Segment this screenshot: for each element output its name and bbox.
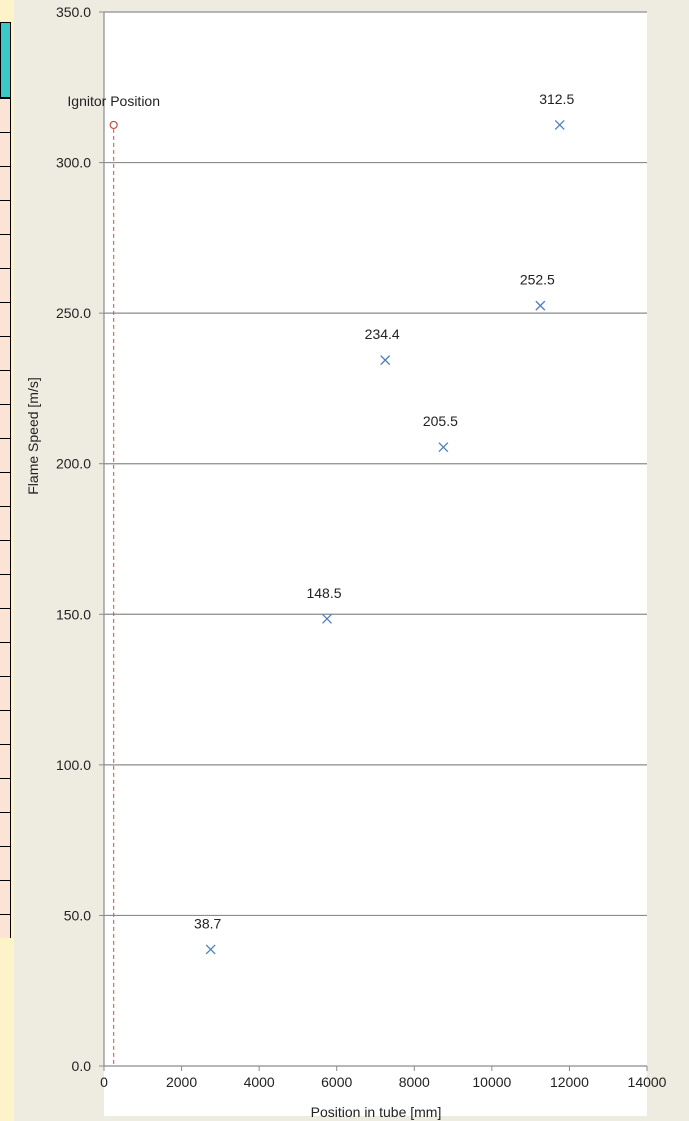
y-tick-label: 200.0 <box>56 456 91 472</box>
point-marker-stroke <box>380 355 391 366</box>
data-point: 148.5 <box>306 585 342 624</box>
x-tick-labels: 0 2000 4000 6000 8000 10000 12000 14000 <box>100 1074 667 1090</box>
cell-border <box>0 132 11 133</box>
cell-border <box>0 472 11 473</box>
data-point: 234.4 <box>365 326 400 366</box>
x-tick-label: 2000 <box>166 1074 197 1090</box>
cell-border <box>0 676 11 677</box>
data-label: 205.5 <box>423 413 458 429</box>
x-axis-title: Position in tube [mm] <box>311 1104 442 1120</box>
cell-border <box>0 506 11 507</box>
cell-border <box>0 370 11 371</box>
point-marker-stroke <box>322 613 332 624</box>
x-tick-label: 10000 <box>472 1074 511 1090</box>
x-tick-label: 8000 <box>399 1074 430 1090</box>
data-point: 252.5 <box>520 272 555 311</box>
axes <box>99 11 648 1071</box>
cell-border <box>0 166 11 167</box>
x-tick-label: 0 <box>100 1074 108 1090</box>
cell-border <box>0 710 11 711</box>
cell-border <box>0 778 11 779</box>
cell-border <box>0 642 11 643</box>
y-tick-label: 300.0 <box>56 155 91 171</box>
y-tick-label: 250.0 <box>56 305 91 321</box>
ignitor-annotation: Ignitor Position <box>67 93 160 1066</box>
x-tick-label: 4000 <box>244 1074 275 1090</box>
data-label: 38.7 <box>194 915 221 931</box>
data-label: 252.5 <box>520 272 555 288</box>
y-axis-title: Flame Speed [m/s] <box>25 377 41 495</box>
point-marker-stroke <box>438 442 449 453</box>
data-label: 234.4 <box>365 326 400 342</box>
point-marker-stroke <box>205 944 216 955</box>
spreadsheet-column-strip <box>0 0 15 1121</box>
data-point: 38.7 <box>194 915 221 955</box>
cell-border <box>0 438 11 439</box>
cell-border <box>0 200 11 201</box>
x-tick-label: 12000 <box>550 1074 589 1090</box>
x-tick-label: 6000 <box>321 1074 352 1090</box>
cell-border <box>0 302 11 303</box>
x-tick-label: 14000 <box>628 1074 667 1090</box>
point-marker-stroke <box>535 300 546 311</box>
selected-cell-block <box>0 22 11 98</box>
y-tick-label: 50.0 <box>64 907 91 923</box>
y-tick-label: 150.0 <box>56 606 91 622</box>
data-point: 205.5 <box>423 413 458 453</box>
cell-column <box>0 98 11 938</box>
data-label: 312.5 <box>539 91 574 107</box>
cell-border <box>0 404 11 405</box>
point-marker-stroke <box>554 119 565 130</box>
cell-border <box>0 234 11 235</box>
cell-border <box>0 336 11 337</box>
cell-border <box>0 846 11 847</box>
cell-border <box>0 574 11 575</box>
ignitor-marker <box>109 120 118 130</box>
y-tick-labels: 0.0 50.0 100.0 150.0 200.0 250.0 300.0 350.0 <box>56 4 91 1074</box>
plot-area <box>104 12 647 1116</box>
cell-border <box>0 268 11 269</box>
y-tick-label: 0.0 <box>72 1058 92 1074</box>
cell-border <box>0 880 11 881</box>
cell-border <box>0 608 11 609</box>
cell-border <box>0 98 11 99</box>
y-tick-label: 100.0 <box>56 757 91 773</box>
data-label: 148.5 <box>306 585 341 601</box>
cell-border <box>0 744 11 745</box>
data-point: 312.5 <box>539 91 574 130</box>
data-points: 38.7 148.5 234.4 205.5 252.5 312.5 <box>194 91 574 955</box>
gridlines <box>104 11 647 917</box>
cell-border <box>0 914 11 915</box>
cell-border <box>0 540 11 541</box>
ignitor-label: Ignitor Position <box>67 93 160 109</box>
cell-border <box>0 812 11 813</box>
y-tick-label: 350.0 <box>56 4 91 20</box>
